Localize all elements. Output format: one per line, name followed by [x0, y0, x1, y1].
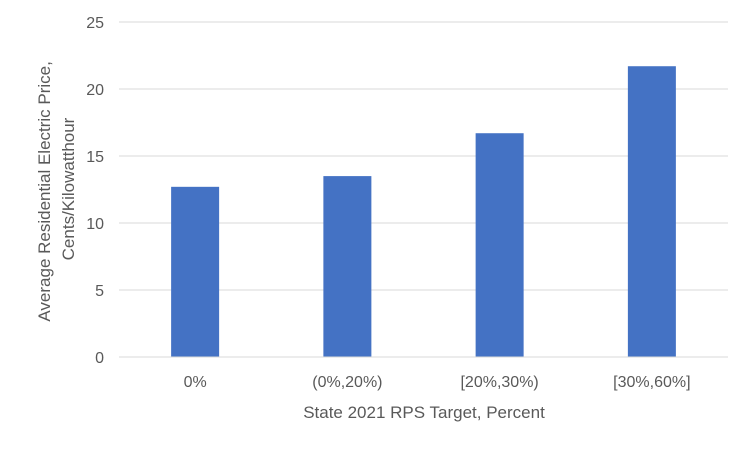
x-tick-labels: 0% (0%,20%) [20%,30%) [30%,60%] — [184, 374, 691, 391]
x-axis-title: State 2021 RPS Target, Percent — [303, 403, 545, 422]
x-tick-label: [20%,30%) — [460, 374, 538, 391]
bars — [171, 66, 676, 357]
bar-2 — [475, 133, 524, 357]
x-tick-label: 0% — [184, 374, 207, 391]
bar-0 — [171, 186, 220, 357]
y-tick-label: 10 — [86, 216, 104, 233]
y-tick-labels: 0 5 10 15 20 25 — [86, 15, 104, 367]
gridlines — [119, 21, 728, 291]
y-axis-title-line-2: Cents/Kilowatthour — [59, 117, 78, 260]
x-tick-label: (0%,20%) — [312, 374, 382, 391]
y-tick-label: 15 — [86, 149, 104, 166]
y-tick-label: 5 — [95, 283, 104, 300]
y-axis-title: Average Residential Electric Price, Cent… — [35, 56, 78, 321]
y-axis-title-line-1: Average Residential Electric Price, — [35, 61, 54, 321]
bar-1 — [323, 176, 372, 357]
x-tick-label: [30%,60%] — [613, 374, 690, 391]
bar-3 — [627, 66, 676, 357]
y-tick-label: 0 — [95, 350, 104, 367]
y-tick-label: 25 — [86, 15, 104, 32]
y-tick-label: 20 — [86, 82, 104, 99]
